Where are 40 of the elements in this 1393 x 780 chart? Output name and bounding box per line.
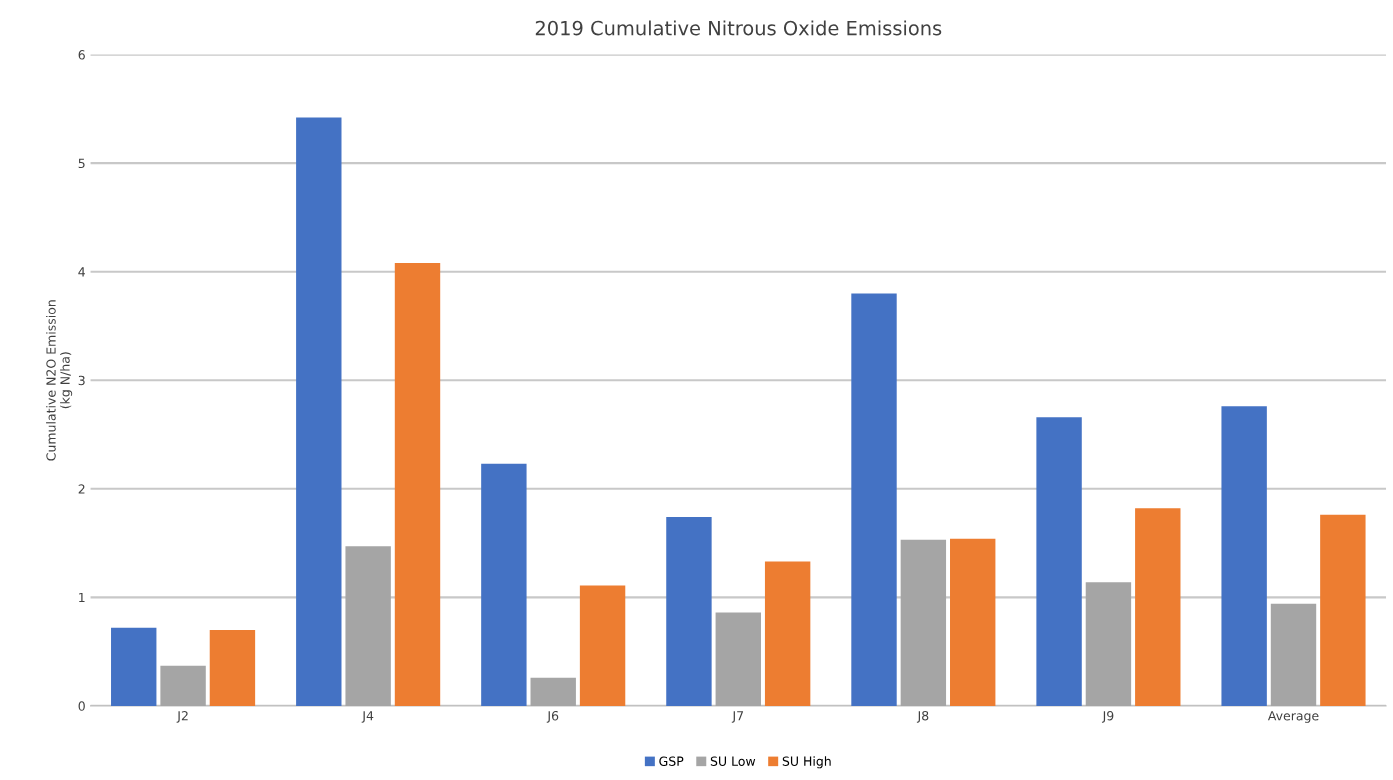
- bar: [111, 627, 157, 706]
- bar: [160, 665, 206, 706]
- bar: [950, 538, 996, 706]
- bar: [666, 517, 712, 706]
- y-axis-title: Cumulative N2O Emission (kg N/ha): [46, 300, 73, 461]
- x-tick-label: J6: [546, 710, 559, 723]
- bar: [764, 561, 811, 706]
- y-tick-label: 3: [78, 375, 85, 386]
- y-tick-label: 4: [78, 267, 85, 277]
- y-tick-label: 1: [79, 592, 85, 603]
- bar: [1221, 406, 1267, 706]
- legend-label: SU Low: [710, 756, 756, 766]
- bar: [394, 263, 441, 706]
- bar: [1135, 508, 1181, 706]
- bar: [900, 539, 947, 706]
- bar: [1270, 603, 1317, 706]
- bar: [579, 585, 626, 706]
- bar: [481, 463, 527, 706]
- x-tick-label: J2: [176, 710, 188, 723]
- bar: [345, 546, 391, 706]
- bar: [209, 629, 256, 706]
- x-tick-label: Average: [1267, 711, 1319, 723]
- x-tick-label: J7: [731, 711, 744, 723]
- y-tick-label: 0: [78, 701, 85, 711]
- bar: [1036, 417, 1082, 706]
- x-tick-label: J4: [361, 711, 374, 723]
- x-tick-label: J9: [1101, 710, 1114, 723]
- legend-label: GSP: [659, 756, 684, 766]
- y-tick-label: 6: [78, 50, 85, 60]
- legend-label: SU High: [782, 756, 831, 769]
- bar: [1085, 582, 1132, 706]
- y-tick-label: 5: [78, 158, 85, 169]
- x-tick-label: J8: [916, 710, 929, 723]
- bar: [530, 677, 576, 706]
- bar: [1320, 514, 1366, 706]
- bar: [851, 293, 897, 706]
- bar: [296, 117, 342, 706]
- bar: [715, 612, 761, 706]
- chart-title: 2019 Cumulative Nitrous Oxide Emissions: [535, 20, 942, 36]
- y-tick-label: 2: [78, 484, 85, 494]
